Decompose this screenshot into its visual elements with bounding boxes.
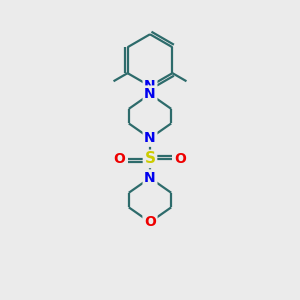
Text: N: N [144,79,156,93]
Text: S: S [145,151,155,166]
Text: N: N [144,131,156,145]
Text: N: N [144,87,156,101]
Text: N: N [144,171,156,185]
Text: O: O [144,215,156,229]
Text: O: O [174,152,186,166]
Text: O: O [114,152,126,166]
